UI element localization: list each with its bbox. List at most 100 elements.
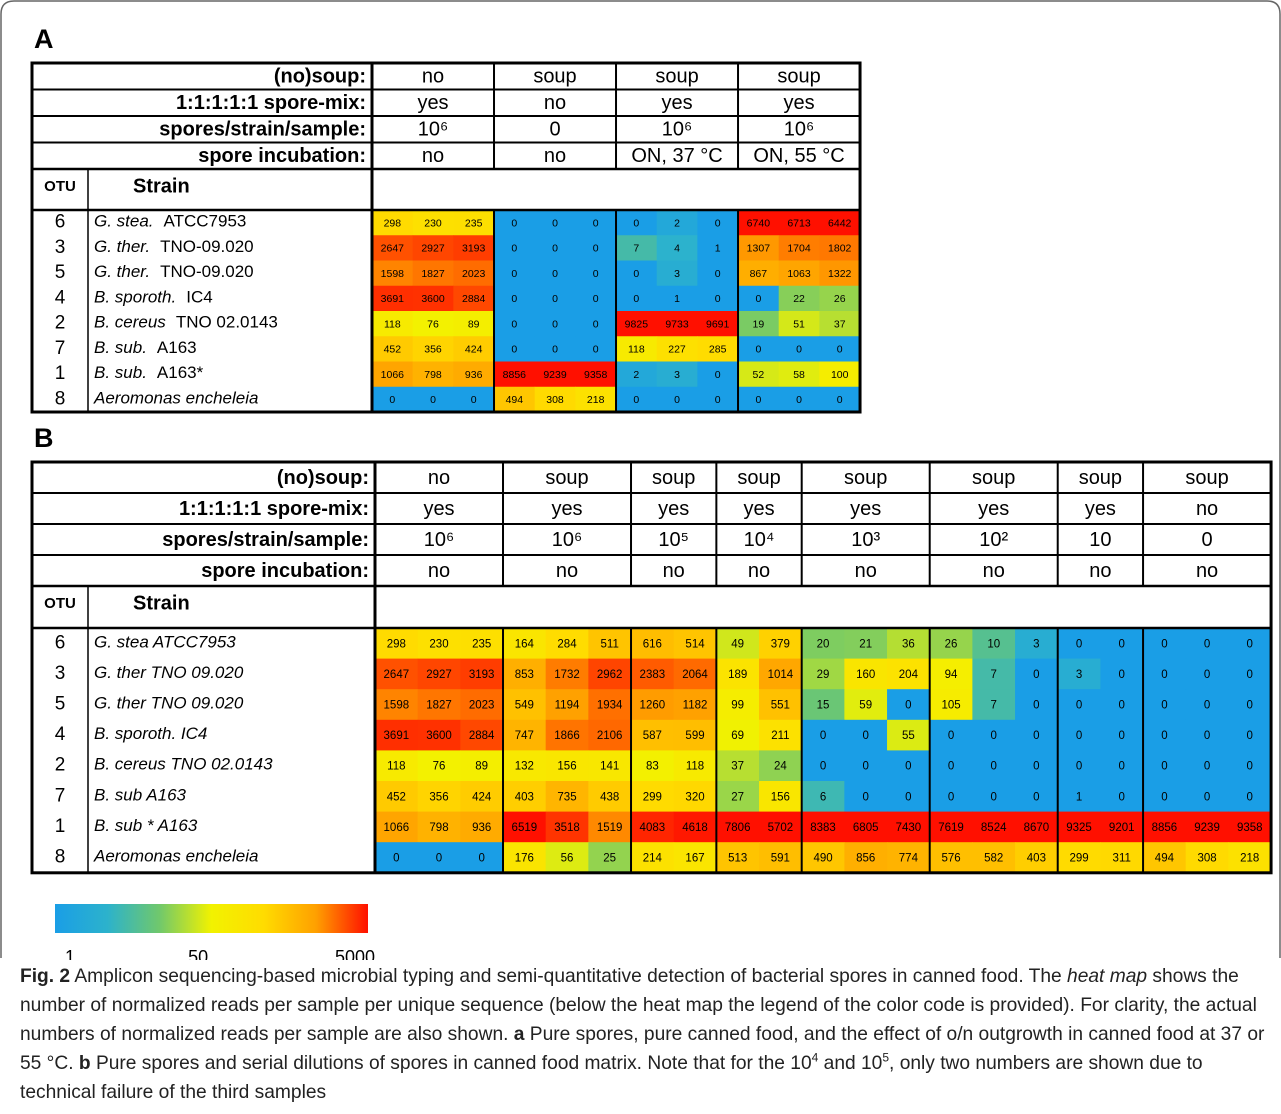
heat-cell [1185,628,1229,660]
legend-tick-label: 5000 [335,947,375,960]
heat-cell [417,781,461,813]
header-value: soup [777,66,820,88]
cell-value: 0 [1204,638,1210,650]
strain-header: Strain [133,175,190,197]
heat-cell [697,386,739,413]
cell-value: 424 [465,344,483,356]
cell-value: 6713 [787,217,811,229]
cell-value: 285 [709,344,727,356]
heat-cell [819,260,861,287]
cell-value: 0 [755,293,761,305]
cell-value: 0 [593,318,599,330]
caption-label: a [513,1024,525,1045]
heat-cell [1100,628,1144,660]
otu-id: 3 [55,237,66,258]
cell-value: 6519 [512,822,538,834]
strain-name: B. cereus TNO 02.0143 [94,755,273,774]
heat-cell [375,719,419,751]
strain-species: B. sub * A163 [94,816,198,835]
heat-cell [697,336,739,362]
heat-cell [631,811,675,843]
strain-name: B. sub. A163* [94,364,204,383]
heat-cell [460,719,504,751]
cell-value: 308 [1197,853,1216,865]
heat-cell [1057,689,1101,721]
otu-id: 5 [55,694,66,715]
heat-cell [819,210,861,236]
strain-species: G. ther TNO 09.020 [94,663,244,682]
heat-cell [460,689,504,721]
cell-value: 1063 [787,268,811,280]
heat-cell [372,386,414,413]
cell-value: 6740 [747,217,771,229]
cell-value: 26 [945,638,958,650]
header-value: 10² [979,529,1008,551]
cell-value: 0 [837,394,843,406]
heat-cell [417,750,461,782]
heat-cell [616,235,658,261]
otu-id: 2 [55,313,66,334]
heat-cell [616,336,658,362]
cell-value: 1 [1076,791,1082,803]
heat-cell [844,628,888,660]
heat-cell [1100,750,1144,782]
heat-cell [372,336,414,362]
cell-value: 132 [515,761,534,773]
header-value: soup [652,467,695,489]
cell-value: 0 [1033,700,1039,712]
cell-value: 2 [633,369,639,381]
cell-value: 0 [755,344,761,356]
cell-value: 452 [384,344,402,356]
cell-value: 9239 [543,369,567,381]
cell-value: 58 [793,369,805,381]
header-label: 1:1:1:1:1 spore-mix: [179,498,369,520]
heat-cell [801,689,845,721]
strain-id: IC4 [186,288,212,307]
strain-species: B. sub. [94,338,147,357]
heat-cell [460,628,504,660]
heat-cell [1228,689,1272,721]
heat-cell [887,811,931,843]
header-value: no [544,92,566,114]
cell-value: 0 [1161,638,1167,650]
heat-cell [1015,750,1059,782]
heat-cell [801,811,845,843]
strain-species: B. sub. [94,364,147,383]
heat-cell [759,658,803,690]
heat-cell [575,311,617,337]
cell-value: 9358 [1237,822,1263,834]
cell-value: 1934 [597,700,623,712]
heat-cell [575,235,617,261]
cell-value: 0 [552,293,558,305]
header-label: (no)soup: [277,467,369,489]
header-value: yes [783,92,814,114]
cell-value: 76 [433,761,446,773]
cell-value: 9691 [706,318,730,330]
cell-value: 21 [859,638,872,650]
cell-value: 156 [557,761,576,773]
cell-value: 936 [465,369,483,381]
cell-value: 0 [633,394,639,406]
cell-value: 0 [633,217,639,229]
cell-value: 0 [1161,791,1167,803]
cell-value: 1732 [554,669,580,681]
cell-value: 0 [1204,791,1210,803]
cell-value: 0 [948,761,954,773]
cell-value: 0 [471,394,477,406]
heat-cell [778,260,820,287]
otu-id: 6 [55,212,66,233]
heat-cell [575,210,617,236]
heat-cell [819,235,861,261]
heat-cell [778,311,820,337]
cell-value: 0 [863,761,869,773]
heat-cell [697,260,739,287]
heat-cell [588,689,632,721]
cell-value: 551 [771,700,790,712]
cell-value: 0 [1204,761,1210,773]
strain-name: B. sub A163 [94,786,187,805]
otu-id: 7 [55,338,66,359]
caption-text: and 10 [818,1053,883,1074]
heat-cell [738,336,780,362]
header-label: spores/strain/sample: [159,119,366,141]
